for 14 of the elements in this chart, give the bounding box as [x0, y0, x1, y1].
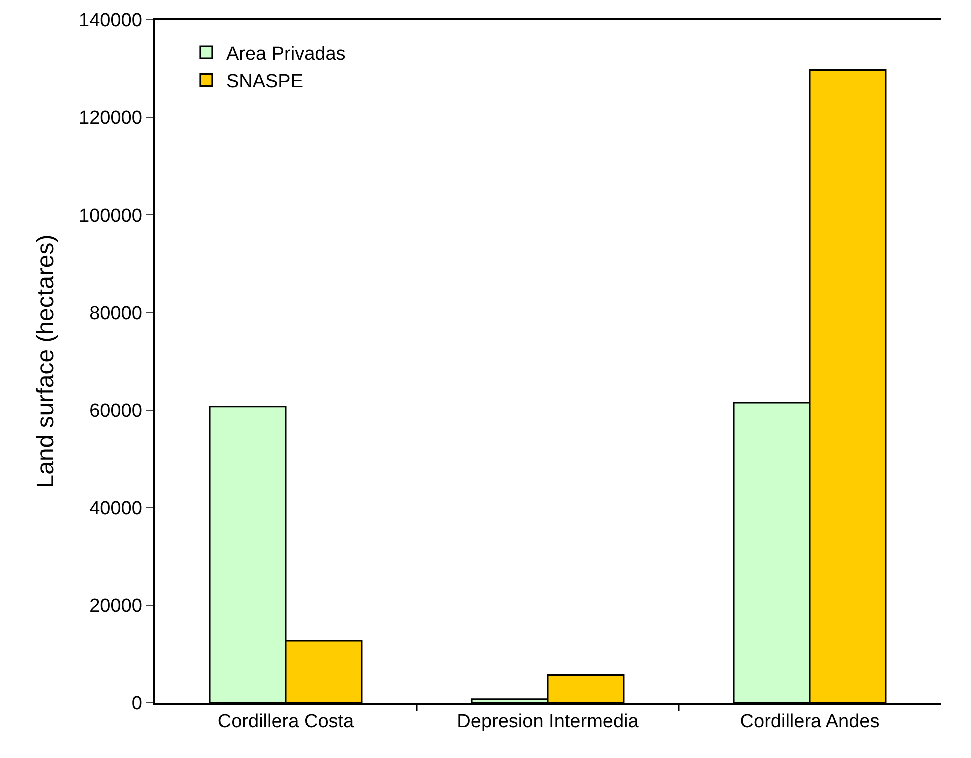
- y-tick-label: 100000: [79, 206, 142, 227]
- y-tick-label: 40000: [90, 498, 142, 520]
- legend-label: SNASPE: [226, 72, 304, 93]
- y-tick-label: 20000: [90, 596, 142, 618]
- y-tick-label: 0: [132, 694, 142, 715]
- y-axis-title: Land surface (hectares): [32, 234, 60, 488]
- x-tick-label: Cordillera Andes: [740, 712, 880, 733]
- legend-label: Area Privadas: [226, 44, 346, 65]
- y-tick-label: 140000: [79, 10, 142, 32]
- y-tick-label: 120000: [79, 108, 142, 130]
- x-tick-label: Depresion Intermedia: [457, 712, 640, 733]
- y-tick-label: 80000: [90, 303, 142, 324]
- x-tick-label: Cordillera Costa: [218, 712, 355, 733]
- y-tick-label: 60000: [90, 400, 142, 422]
